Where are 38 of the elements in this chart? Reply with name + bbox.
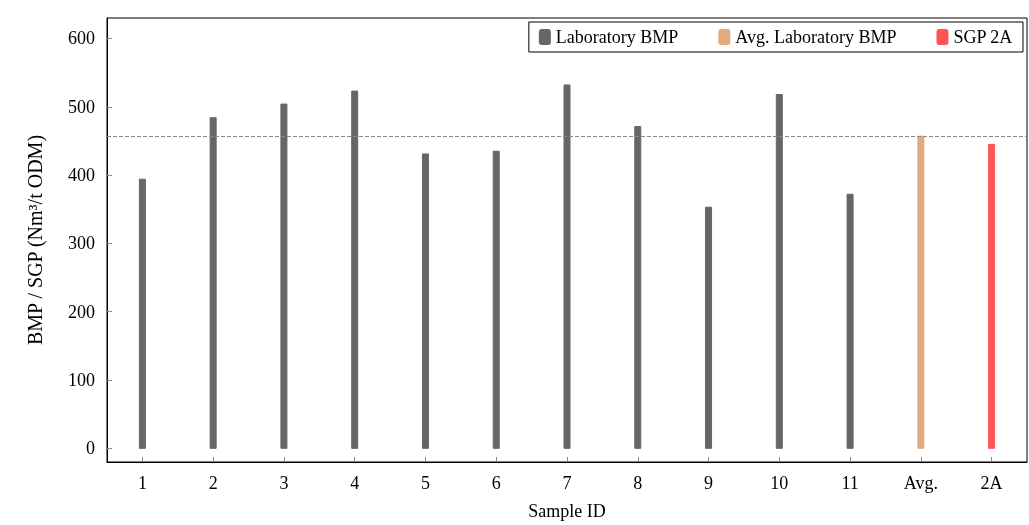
x-tick-label: 2 (208, 473, 218, 493)
x-tick-label: 9 (704, 473, 714, 493)
bar (351, 90, 359, 449)
bar (492, 150, 500, 449)
bar (705, 206, 713, 449)
legend-label: SGP 2A (953, 27, 1013, 47)
x-tick-label: 10 (770, 473, 789, 493)
legend-label: Laboratory BMP (555, 27, 679, 47)
x-tick-label: 4 (350, 473, 360, 493)
x-tick-label: 2A (980, 473, 1003, 493)
y-tick-label: 400 (68, 165, 95, 186)
bar (138, 178, 146, 449)
bar (917, 135, 925, 449)
bar (988, 143, 996, 449)
bar (563, 84, 571, 449)
x-tick-label: 6 (491, 473, 501, 493)
bar (209, 117, 217, 449)
legend-label: Avg. Laboratory BMP (735, 27, 897, 47)
x-tick-label: 7 (562, 473, 572, 493)
y-tick-label: 600 (68, 28, 95, 49)
x-tick-label: 5 (420, 473, 430, 493)
y-tick-label: 500 (68, 96, 95, 117)
x-tick-label: 8 (633, 473, 643, 493)
x-tick-label: 1 (137, 473, 147, 493)
bar (846, 193, 854, 449)
bar (280, 103, 288, 449)
bar (634, 126, 642, 449)
y-tick-label: 200 (68, 301, 95, 322)
y-axis-title: BMP / SGP (Nm³/t ODM) (24, 134, 47, 346)
bar (421, 153, 429, 449)
y-tick-label: 100 (68, 370, 95, 391)
y-tick-label: 0 (86, 438, 95, 459)
bar (775, 94, 783, 449)
x-axis-title: Sample ID (528, 501, 606, 521)
y-tick-label: 300 (68, 233, 95, 254)
x-tick-label: 11 (841, 473, 859, 493)
x-tick-label: 3 (279, 473, 289, 493)
x-tick-label: Avg. (903, 473, 938, 493)
